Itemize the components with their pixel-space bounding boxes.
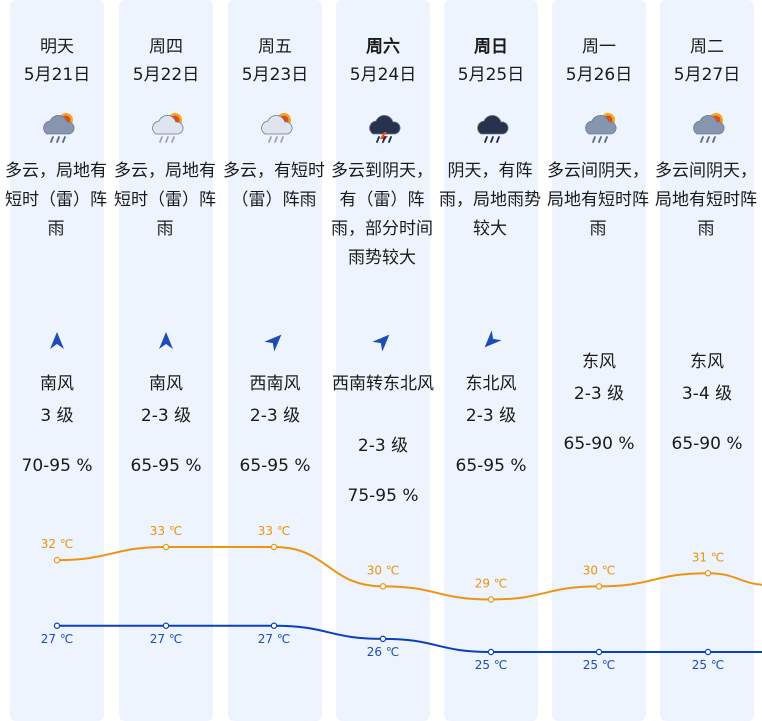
cloudy-thunder-rain-icon [581,108,621,148]
humidity: 65-90 % [671,434,743,454]
weather-description: 阴天，有阵雨，局地雨势较大 [439,161,541,239]
day-name: 明天 [40,37,74,57]
wind-level: 2-3 级 [140,406,192,426]
wind-direction: 南风 [40,374,74,394]
wind-level: 2-3 级 [465,406,517,426]
day-name: 周六 [366,37,400,57]
forecast-day-column: 周日 5月25日阴天，有阵雨，局地雨势较大东北风 2-3 级 65-95 % [439,0,541,721]
dark-cloud-rain-icon [473,108,513,148]
wind-level: 3 级 [40,406,74,426]
wind-direction-arrow-icon [46,330,68,352]
day-name: 周二 [690,37,724,57]
cloudy-thunder-rain-icon [689,108,729,148]
cloudy-thunder-rain-icon [39,108,79,148]
forecast-day-column: 周四 5月22日多云，局地有短时（雷）阵雨南风 2-3 级 65-95 % [114,0,216,721]
day-date: 5月24日 [349,65,417,85]
forecast-day-column: 周五 5月23日多云，有短时（雷）阵雨西南风 2-3 级 65-95 % [223,0,325,721]
forecast-day-column: 周一 5月26日多云间阴天，局地有短时阵雨东风 2-3 级 65-90 % [547,0,649,721]
humidity: 65-95 % [239,456,311,476]
day-date: 5月25日 [457,65,525,85]
day-date: 5月27日 [673,65,741,85]
forecast-day-column: 周二 5月27日多云间阴天，局地有短时阵雨东风 3-4 级 65-90 % [655,0,757,721]
forecast-day-column: 明天 5月21日多云，局地有短时（雷）阵雨南风 3 级 70-95 % [5,0,107,721]
wind-level: 2-3 级 [573,384,625,404]
humidity: 65-95 % [130,456,202,476]
day-date: 5月26日 [565,65,633,85]
day-date: 5月21日 [23,65,91,85]
day-name: 周一 [582,37,616,57]
wind-direction-arrow-icon [155,330,177,352]
humidity: 65-90 % [563,434,635,454]
humidity: 75-95 % [347,486,419,506]
humidity: 65-95 % [455,456,527,476]
wind-level: 3-4 级 [681,384,733,404]
weather-description: 多云，局地有短时（雷）阵雨 [114,161,216,239]
wind-direction: 西南转东北风 [332,374,434,394]
day-name: 周五 [258,37,292,57]
wind-level: 2-3 级 [357,436,409,456]
day-date: 5月22日 [132,65,200,85]
humidity: 70-95 % [21,456,93,476]
wind-direction: 西南风 [249,374,301,394]
wind-direction-arrow-icon [372,330,394,352]
weather-description: 多云间阴天，局地有短时阵雨 [547,161,649,239]
sun-cloud-rain-icon [257,108,297,148]
day-name: 周四 [149,37,183,57]
wind-direction-arrow-icon [480,330,502,352]
day-date: 5月23日 [241,65,309,85]
wind-level: 2-3 级 [249,406,301,426]
wind-direction: 东风 [582,352,616,372]
day-name: 周日 [474,37,508,57]
wind-direction: 南风 [149,374,183,394]
wind-direction-arrow-icon [264,330,286,352]
weather-description: 多云，有短时（雷）阵雨 [223,161,325,210]
wind-direction: 东北风 [465,374,517,394]
weather-description: 多云到阴天，有（雷）阵雨，部分时间雨势较大 [331,161,433,268]
forecast-day-column: 周六 5月24日多云到阴天，有（雷）阵雨，部分时间雨势较大西南转东北风 2-3 级 7… [331,0,434,721]
wind-direction: 东风 [690,352,724,372]
weather-description: 多云间阴天，局地有短时阵雨 [655,161,757,239]
thunderstorm-icon [365,108,405,148]
sun-cloud-rain-icon [148,108,188,148]
weather-description: 多云，局地有短时（雷）阵雨 [5,161,107,239]
